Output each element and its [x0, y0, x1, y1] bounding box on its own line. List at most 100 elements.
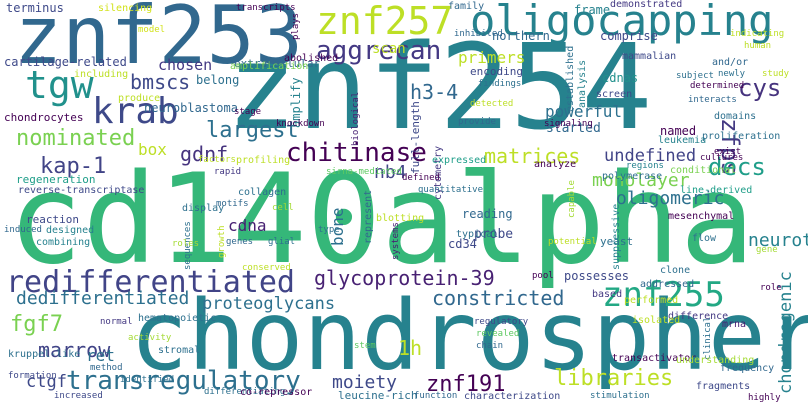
word: performed	[624, 295, 679, 306]
word: isolated	[632, 315, 681, 326]
word: monolayer	[592, 170, 690, 191]
word: domains	[714, 111, 757, 122]
word: terminus	[6, 1, 64, 15]
word: abolished	[284, 53, 339, 64]
word: comprise	[600, 29, 658, 43]
word: marrow	[38, 338, 111, 362]
word: line-derived	[680, 185, 753, 196]
word: co-repressor	[240, 387, 313, 398]
word: libraries	[554, 366, 674, 391]
word: oligocapping	[470, 0, 774, 45]
word: leucine-rich	[338, 389, 418, 402]
word: role	[760, 283, 782, 293]
word: ret	[86, 346, 115, 365]
word: study	[762, 69, 790, 79]
word: function	[414, 391, 458, 401]
word: full-length	[409, 101, 422, 174]
word: systems	[391, 222, 401, 260]
word: conserved	[242, 263, 291, 273]
word: neurotrophic	[748, 230, 808, 251]
word: plays	[291, 12, 301, 40]
word: difference	[668, 311, 729, 322]
word: silencing	[98, 3, 153, 14]
word: and/or	[712, 57, 749, 68]
word: differentiating	[204, 387, 286, 397]
word: understanding	[676, 355, 755, 366]
word: proteoglycans	[202, 294, 336, 314]
word: stem	[354, 341, 376, 351]
word: characterization	[464, 391, 561, 402]
word: clone	[660, 265, 691, 276]
word: undefined	[604, 146, 697, 166]
word: cdnas	[602, 71, 639, 85]
word: including	[74, 69, 129, 80]
word: cys	[738, 74, 782, 102]
word: type	[318, 225, 340, 235]
word: cdna	[228, 216, 267, 235]
word: analyze	[534, 159, 577, 170]
word: transactivator	[612, 353, 697, 364]
word: fragments	[696, 381, 751, 392]
word: polymerase	[602, 171, 663, 182]
word: signaling	[544, 119, 593, 129]
word: quantitative	[418, 185, 484, 195]
word: possesses	[564, 269, 630, 283]
word: started	[546, 121, 601, 136]
word: chain	[476, 341, 504, 351]
word: inhibited	[454, 29, 503, 39]
word: frame	[574, 3, 611, 17]
word: tgw	[25, 63, 94, 107]
word: ctgf	[26, 372, 67, 392]
word: revealed	[476, 329, 520, 339]
word: activity	[128, 333, 172, 343]
word: produce	[118, 93, 161, 104]
word: mrna	[722, 319, 747, 330]
word: nb4	[374, 162, 407, 183]
word: mesenchymal	[668, 211, 735, 222]
word: formation	[8, 371, 57, 381]
word: powerful	[545, 102, 623, 121]
word: findings	[478, 79, 522, 89]
word: amplification	[230, 61, 309, 72]
word: chondrosphere	[130, 280, 808, 392]
word: determined	[690, 81, 745, 91]
word: belong	[196, 73, 240, 87]
word: glial	[268, 237, 296, 247]
word: profiling	[236, 155, 291, 166]
word: increased	[54, 391, 103, 401]
word: sirna-mediated	[326, 167, 402, 177]
word: provide	[458, 117, 496, 127]
word: matrices	[484, 144, 581, 168]
word: genes	[226, 237, 254, 247]
word: biological	[351, 91, 361, 146]
word: glycoprotein-39	[314, 266, 495, 290]
word: method	[90, 363, 123, 373]
word: interacts	[688, 95, 737, 105]
word: named	[660, 124, 697, 138]
word: represent	[363, 189, 374, 244]
word: probe	[474, 227, 514, 242]
word: newly	[718, 69, 746, 79]
word: znf253	[14, 0, 303, 82]
word: hematopoietic	[138, 313, 217, 324]
word: analysis	[577, 59, 588, 108]
word: stromal	[158, 345, 201, 356]
word: dedifferentiated	[16, 288, 190, 309]
word: oligomeric	[616, 188, 725, 209]
word: cd140alpha	[8, 148, 755, 292]
word: chosen	[158, 56, 213, 74]
word: subject	[676, 71, 714, 81]
word: znf254	[226, 18, 653, 156]
word: mammalian	[622, 51, 677, 62]
word: flow	[692, 233, 717, 244]
word: moiety	[332, 372, 398, 393]
word: gdnf	[180, 142, 229, 166]
word: rapid	[214, 167, 242, 177]
word: potential	[548, 237, 597, 247]
word: typical	[456, 229, 499, 240]
word: reaction	[26, 213, 79, 226]
word: krab	[92, 91, 179, 132]
word: kap-1	[40, 154, 107, 179]
word: extracellular	[234, 57, 321, 70]
